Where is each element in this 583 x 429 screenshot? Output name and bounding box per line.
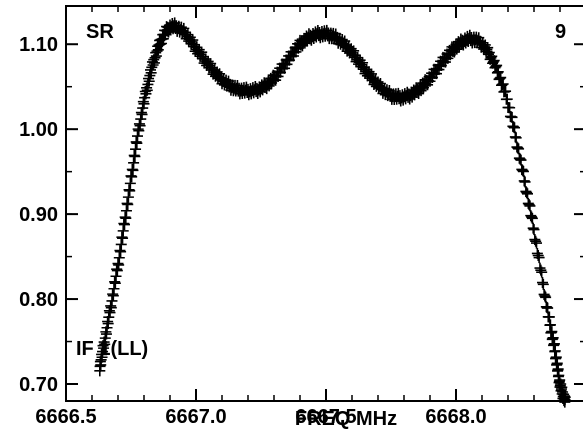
data-point — [511, 142, 522, 153]
data-point — [518, 166, 529, 177]
x-tick-label: 6668.0 — [425, 406, 486, 428]
data-point — [529, 224, 540, 235]
x-tick-label: 6666.5 — [35, 406, 96, 428]
data-point — [507, 112, 518, 123]
data-point — [526, 211, 537, 222]
data-point — [513, 143, 524, 154]
corner-right-label: 9 — [555, 21, 566, 43]
data-point — [516, 164, 527, 175]
y-tick-label: 1.10 — [19, 34, 58, 56]
data-point — [528, 223, 539, 234]
data-points — [94, 17, 570, 407]
y-tick-label: 1.00 — [19, 119, 58, 141]
data-point — [511, 132, 522, 143]
data-point — [521, 187, 532, 198]
y-tick-label: 0.80 — [19, 289, 58, 311]
x-tick-label: 6667.0 — [165, 406, 226, 428]
panel-label: IF 1(LL) — [76, 338, 148, 360]
data-point — [512, 142, 523, 153]
data-point — [523, 198, 534, 209]
data-point — [509, 122, 520, 133]
data-point — [533, 250, 544, 261]
data-point — [537, 277, 548, 288]
data-point — [538, 279, 549, 290]
data-point — [515, 154, 526, 165]
data-point — [510, 131, 521, 142]
corner-left-label: SR — [86, 21, 114, 43]
data-point — [517, 165, 528, 176]
data-point — [514, 153, 525, 164]
data-point — [516, 155, 527, 166]
data-point — [527, 213, 538, 224]
y-tick-label: 0.90 — [19, 204, 58, 226]
x-axis: 6666.5 6667.0 6667.5 6668.0 — [35, 6, 583, 428]
data-point — [520, 186, 531, 197]
data-point — [524, 199, 535, 210]
y-tick-label: 0.70 — [19, 374, 58, 396]
data-point — [530, 236, 541, 247]
x-axis-label: FREQ MHz — [295, 408, 397, 429]
data-point — [535, 265, 546, 276]
data-point — [522, 188, 533, 199]
data-point — [525, 210, 536, 221]
data-point — [519, 175, 530, 186]
data-point — [524, 200, 535, 211]
data-point — [520, 176, 531, 187]
data-point — [540, 292, 551, 303]
